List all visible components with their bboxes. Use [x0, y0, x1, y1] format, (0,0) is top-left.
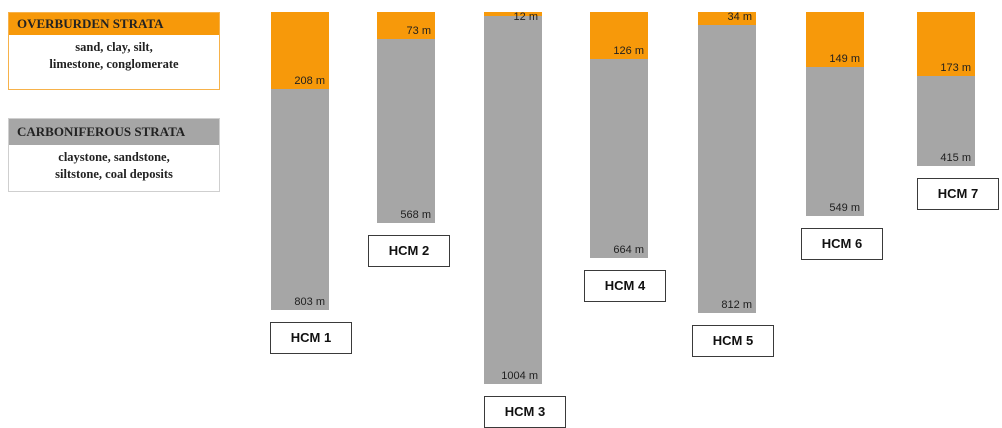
- overburden-depth-label: 73 m: [406, 25, 431, 38]
- column-hcm-6: 149 m 549 m: [806, 12, 864, 216]
- carboniferous-segment: [484, 16, 542, 385]
- carboniferous-segment: [806, 67, 864, 216]
- total-depth-label: 415 m: [940, 151, 971, 164]
- column-name-hcm-7: HCM 7: [917, 177, 999, 210]
- column-name-hcm-6: HCM 6: [801, 227, 883, 260]
- carboniferous-segment: [271, 89, 329, 310]
- overburden-depth-label: 173 m: [940, 62, 971, 75]
- column-hcm-4: 126 m 664 m: [590, 12, 648, 259]
- overburden-depth-label: 208 m: [294, 75, 325, 88]
- column-hcm-1: 208 m 803 m: [271, 12, 329, 310]
- legend-overburden-description: sand, clay, silt, limestone, conglomerat…: [9, 35, 219, 73]
- legend-carboniferous-title: CARBONIFEROUS STRATA: [9, 119, 219, 145]
- overburden-depth-label: 149 m: [829, 53, 860, 66]
- column-name-hcm-5: HCM 5: [692, 325, 774, 358]
- overburden-depth-label: 12 m: [513, 11, 538, 23]
- carboniferous-segment: [590, 58, 648, 259]
- legend-carboniferous: CARBONIFEROUS STRATA claystone, sandston…: [8, 118, 220, 192]
- legend-overburden-line-2: limestone, conglomerate: [49, 57, 179, 71]
- column-name-hcm-1: HCM 1: [270, 321, 352, 354]
- overburden-segment: [590, 12, 648, 59]
- column-hcm-7: 173 m 415 m: [917, 12, 975, 166]
- total-depth-label: 568 m: [400, 208, 431, 221]
- overburden-segment: [377, 12, 435, 40]
- overburden-segment: [917, 12, 975, 77]
- carboniferous-segment: [377, 39, 435, 223]
- total-depth-label: 549 m: [829, 201, 860, 214]
- column-hcm-3: 12 m 1004 m: [484, 11, 542, 385]
- legend-overburden-title: OVERBURDEN STRATA: [9, 13, 219, 35]
- legend-overburden: OVERBURDEN STRATA sand, clay, silt, lime…: [8, 12, 220, 90]
- total-depth-label: 1004 m: [501, 370, 538, 383]
- legend-carboniferous-line-1: claystone, sandstone,: [58, 150, 170, 164]
- total-depth-label: 664 m: [613, 244, 644, 257]
- overburden-depth-label: 126 m: [613, 44, 644, 57]
- legend-overburden-line-1: sand, clay, silt,: [75, 40, 153, 54]
- overburden-depth-label: 34 m: [727, 11, 752, 23]
- legend-carboniferous-line-2: siltstone, coal deposits: [55, 167, 173, 181]
- legend-carboniferous-description: claystone, sandstone, siltstone, coal de…: [9, 145, 219, 183]
- overburden-segment: [271, 12, 329, 90]
- column-hcm-5: 34 m 812 m: [698, 11, 756, 314]
- total-depth-label: 812 m: [721, 299, 752, 312]
- total-depth-label: 803 m: [294, 295, 325, 308]
- carboniferous-segment: [698, 24, 756, 314]
- column-name-hcm-4: HCM 4: [584, 270, 666, 303]
- carboniferous-segment: [917, 76, 975, 166]
- column-name-hcm-3: HCM 3: [484, 396, 566, 428]
- overburden-segment: [484, 12, 542, 17]
- overburden-segment: [806, 12, 864, 68]
- column-hcm-2: 73 m 568 m: [377, 12, 435, 223]
- overburden-segment: [698, 12, 756, 25]
- column-name-hcm-2: HCM 2: [368, 234, 450, 267]
